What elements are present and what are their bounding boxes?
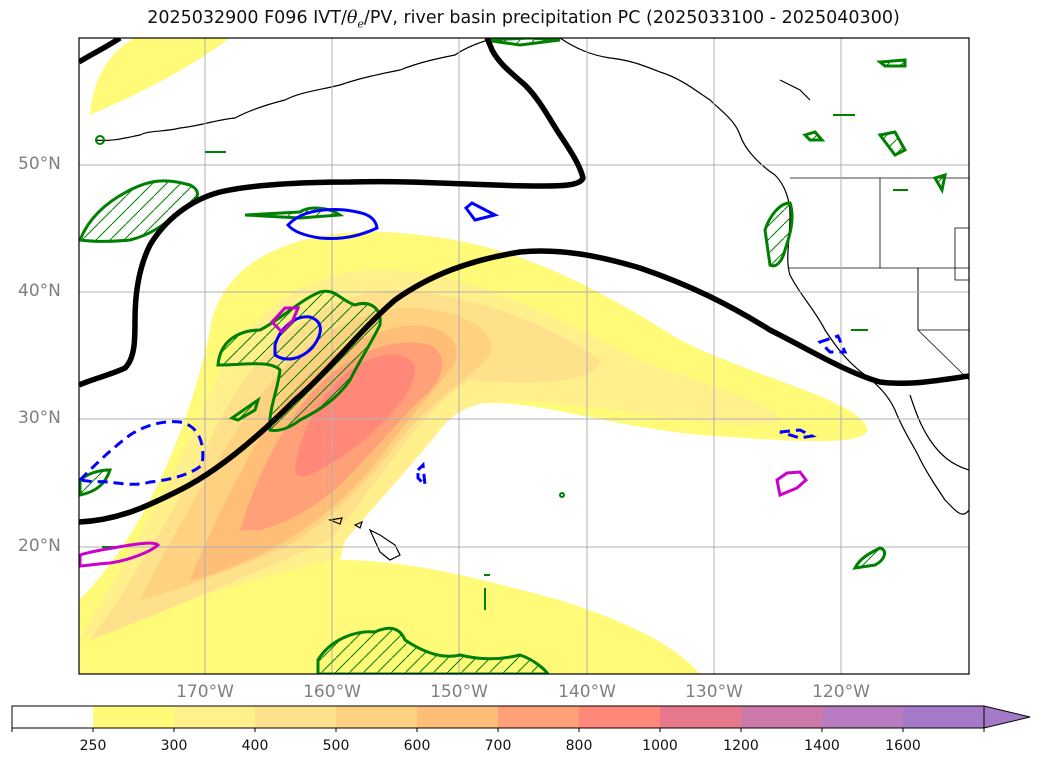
- colorbar-swatch: [741, 706, 822, 728]
- colorbar-tick: 1200: [723, 738, 759, 754]
- colorbar-swatch: [255, 706, 336, 728]
- colorbar-tick: 500: [322, 738, 350, 754]
- colorbar-tick: 400: [241, 738, 269, 754]
- theta-e-contours: [79, 38, 969, 525]
- colorbar-swatch: [903, 706, 984, 728]
- colorbar-tick: 300: [160, 738, 188, 754]
- colorbar-swatch: [498, 706, 579, 728]
- colorbar-swatch: [93, 706, 174, 728]
- colorbar-swatch: [174, 706, 255, 728]
- colorbar-tick: 800: [565, 738, 593, 754]
- ivt-contour-250-north: [90, 38, 230, 115]
- colorbar-tick: 1600: [885, 738, 921, 754]
- coastlines: [94, 38, 969, 561]
- pv-dashed-contours: [79, 334, 848, 490]
- precip-pc-contours: [79, 38, 947, 674]
- colorbar-tick: 1000: [642, 738, 678, 754]
- lon-label-160w: 160°W: [303, 682, 361, 702]
- lat-label-20n: 20°N: [18, 536, 61, 556]
- map-frame: [78, 37, 970, 675]
- colorbar-tick: 250: [79, 738, 107, 754]
- colorbar-swatch: [12, 706, 93, 728]
- lon-label-140w: 140°W: [558, 682, 616, 702]
- lon-label-120w: 120°W: [812, 682, 870, 702]
- colorbar-swatch: [822, 706, 903, 728]
- lon-label-170w: 170°W: [176, 682, 234, 702]
- colorbar-tick: 1400: [804, 738, 840, 754]
- colorbar: [11, 705, 1031, 732]
- pv-negative-contours: [79, 306, 809, 568]
- lat-label-30n: 30°N: [18, 408, 61, 428]
- ivt-contour-800: [295, 354, 415, 477]
- colorbar-swatch: [336, 706, 417, 728]
- colorbar-swatch: [660, 706, 741, 728]
- lat-label-40n: 40°N: [18, 281, 61, 301]
- lon-label-150w: 150°W: [430, 682, 488, 702]
- colorbar-tick: 700: [484, 738, 512, 754]
- colorbar-tick: 600: [403, 738, 431, 754]
- lat-label-50n: 50°N: [18, 154, 61, 174]
- colorbar-swatch: [579, 706, 660, 728]
- lon-label-130w: 130°W: [685, 682, 743, 702]
- colorbar-extend-arrow: [983, 705, 1031, 729]
- map-title: 2025032900 F096 IVT/θe/PV, river basin p…: [147, 8, 900, 31]
- colorbar-swatch: [417, 706, 498, 728]
